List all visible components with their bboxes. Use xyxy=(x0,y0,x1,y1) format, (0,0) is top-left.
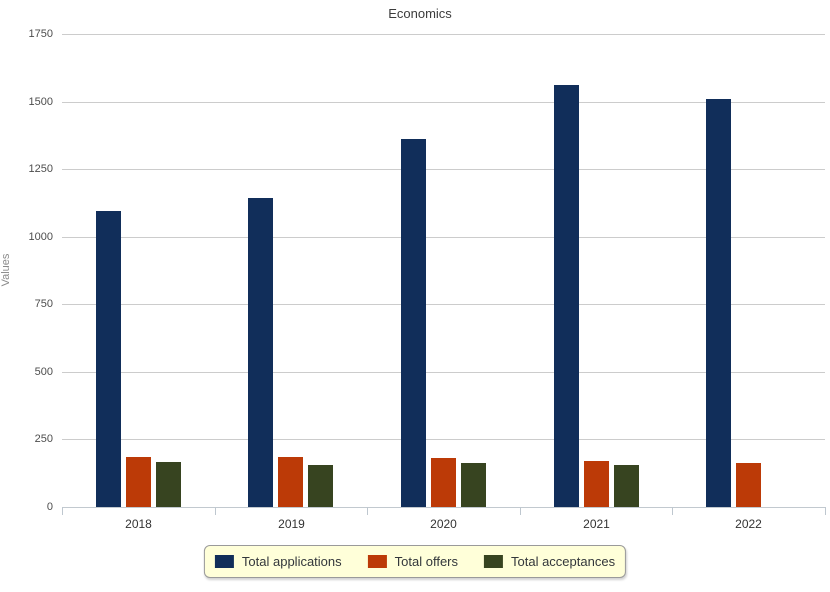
x-axis-tick xyxy=(367,507,368,515)
x-axis-tick xyxy=(62,507,63,515)
y-tick-label: 1000 xyxy=(28,231,53,243)
legend-swatch-total-offers xyxy=(367,555,387,568)
x-axis-tick xyxy=(520,507,521,515)
bar-total-acceptances-2018[interactable] xyxy=(156,462,181,507)
y-tick-label: 1250 xyxy=(28,163,53,175)
x-category-label: 2019 xyxy=(278,517,305,531)
gridline xyxy=(62,237,825,238)
x-category-label: 2021 xyxy=(583,517,610,531)
bar-total-offers-2019[interactable] xyxy=(278,457,303,507)
y-axis-title: Values xyxy=(0,253,12,287)
y-tick-label: 1500 xyxy=(28,96,53,108)
legend-item-total-acceptances[interactable]: Total acceptances xyxy=(484,554,615,569)
gridline xyxy=(62,34,825,35)
x-category-label: 2022 xyxy=(735,517,762,531)
legend-item-label: Total offers xyxy=(394,554,459,569)
x-axis-line xyxy=(62,507,825,508)
y-tick-label: 1750 xyxy=(28,28,53,40)
x-category-label: 2018 xyxy=(125,517,152,531)
legend: Total applications Total offers Total acce… xyxy=(203,545,627,578)
legend-item-total-applications[interactable]: Total applications xyxy=(214,554,342,569)
x-axis-tick xyxy=(825,507,826,515)
y-tick-label: 250 xyxy=(34,433,53,445)
x-category-label: 2020 xyxy=(430,517,457,531)
legend-item-total-offers[interactable]: Total offers xyxy=(367,554,459,569)
bar-total-offers-2018[interactable] xyxy=(126,457,151,507)
legend-swatch-total-acceptances xyxy=(484,555,504,568)
bar-total-applications-2020[interactable] xyxy=(401,139,426,507)
bar-total-offers-2022[interactable] xyxy=(736,463,761,507)
gridline xyxy=(62,169,825,170)
gridline xyxy=(62,304,825,305)
bar-total-acceptances-2021[interactable] xyxy=(614,465,639,507)
x-axis-tick xyxy=(672,507,673,515)
chart-title: Economics xyxy=(388,6,452,21)
bar-total-applications-2018[interactable] xyxy=(96,211,121,507)
x-axis-tick xyxy=(215,507,216,515)
bar-total-offers-2021[interactable] xyxy=(584,461,609,507)
y-tick-label: 750 xyxy=(34,298,53,310)
legend-item-label: Total acceptances xyxy=(511,554,616,569)
gridline xyxy=(62,439,825,440)
y-tick-label: 500 xyxy=(34,366,53,378)
bar-total-acceptances-2020[interactable] xyxy=(461,463,486,507)
gridline xyxy=(62,372,825,373)
bar-total-applications-2019[interactable] xyxy=(248,198,273,507)
y-tick-label: 0 xyxy=(46,501,53,513)
legend-item-label: Total applications xyxy=(241,554,342,569)
gridline xyxy=(62,102,825,103)
bar-total-offers-2020[interactable] xyxy=(431,458,456,507)
legend-swatch-total-applications xyxy=(214,555,234,568)
bar-total-applications-2021[interactable] xyxy=(554,85,579,507)
bar-total-applications-2022[interactable] xyxy=(706,99,731,507)
bar-total-acceptances-2019[interactable] xyxy=(308,465,333,507)
